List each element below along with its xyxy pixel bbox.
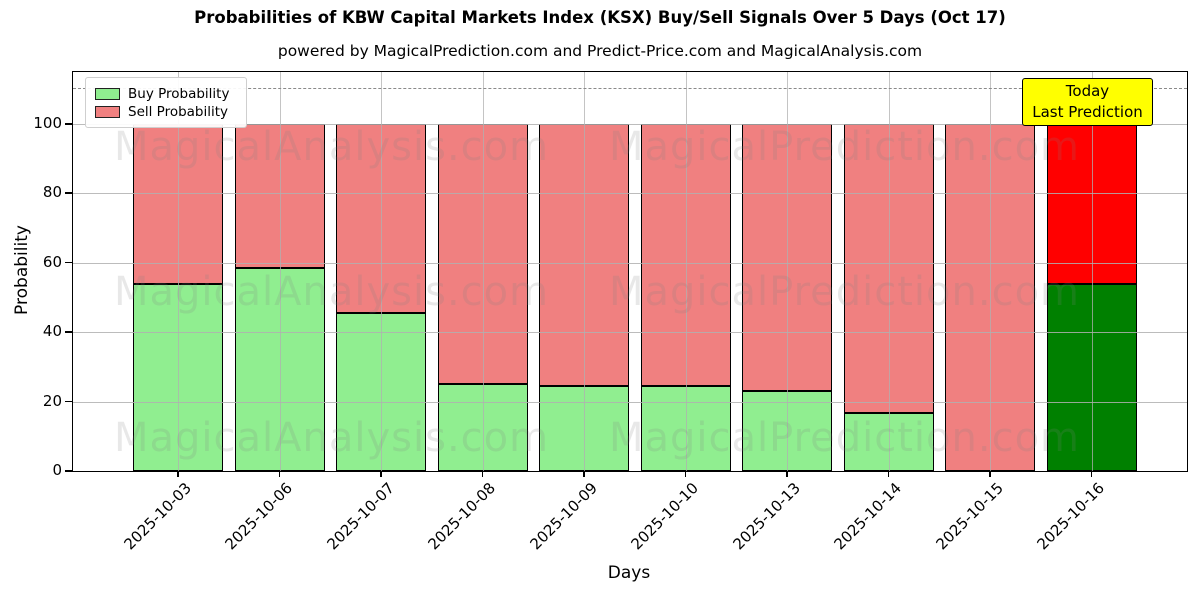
y-tick-mark <box>65 400 72 403</box>
y-tick-label: 80 <box>42 183 62 202</box>
chart-title: Probabilities of KBW Capital Markets Ind… <box>194 8 1006 27</box>
gridline-horizontal <box>73 401 1187 403</box>
watermark-analysis: MagicalAnalysis.com <box>114 269 550 315</box>
dashed-guide-line <box>73 88 1187 90</box>
x-tick-label-text: 2025-10-08 <box>424 479 500 554</box>
legend-item-sell: Sell Probability <box>95 103 237 120</box>
legend: Buy Probability Sell Probability <box>85 77 247 128</box>
x-tick-label-text: 2025-10-09 <box>526 479 601 554</box>
y-tick-mark <box>65 192 72 194</box>
sell-swatch-icon <box>95 105 120 118</box>
y-tick-label: 100 <box>33 114 62 133</box>
x-tick-mark <box>887 471 889 477</box>
x-tick-mark <box>380 471 382 477</box>
gridline-vertical <box>888 72 890 471</box>
today-annotation-line2: Last Prediction <box>1032 103 1143 121</box>
gridline-horizontal <box>73 193 1187 195</box>
gridline-vertical <box>178 72 179 471</box>
x-tick-label-text: 2025-10-10 <box>627 479 703 554</box>
x-tick-label-text: 2025-10-03 <box>120 479 195 554</box>
y-tick-label: 60 <box>42 252 62 271</box>
legend-label-sell: Sell Probability <box>128 103 229 120</box>
gridline-vertical <box>584 72 585 471</box>
x-tick-mark <box>684 471 686 477</box>
chart-subtitle: powered by MagicalPrediction.com and Pre… <box>277 42 923 60</box>
gridline-vertical <box>1091 72 1093 471</box>
today-annotation-line1: Today <box>1065 82 1110 100</box>
y-tick-label: 40 <box>42 322 62 341</box>
x-tick-mark <box>481 471 483 477</box>
watermark-prediction: MagicalPrediction.com <box>609 269 1080 315</box>
y-tick-mark <box>65 261 72 264</box>
buy-swatch-icon <box>95 87 120 100</box>
gridline-vertical <box>685 72 687 471</box>
watermark-prediction: MagicalPrediction.com <box>609 415 1080 461</box>
y-tick-label: 20 <box>42 391 62 410</box>
gridline-vertical <box>990 72 991 471</box>
gridline-horizontal <box>73 124 1187 126</box>
gridline-horizontal <box>73 332 1187 334</box>
x-tick-mark <box>1090 471 1092 477</box>
gridline-vertical <box>482 72 484 471</box>
legend-label-buy: Buy Probability <box>128 85 230 102</box>
y-tick-label: 0 <box>52 461 62 479</box>
x-tick-mark <box>583 471 585 477</box>
x-tick-label-text: 2025-10-06 <box>221 479 297 554</box>
x-tick-label-text: 2025-10-07 <box>323 479 398 554</box>
x-axis-label: Days <box>607 563 651 583</box>
x-tick-mark <box>177 471 179 477</box>
x-tick-label-text: 2025-10-15 <box>932 479 1007 554</box>
y-tick-mark <box>65 123 72 125</box>
x-tick-mark <box>278 471 280 477</box>
watermark-prediction: MagicalPrediction.com <box>609 124 1080 170</box>
today-annotation: Today Last Prediction <box>1022 78 1153 126</box>
y-tick-mark <box>65 331 72 333</box>
x-tick-label-text: 2025-10-13 <box>729 479 804 554</box>
legend-item-buy: Buy Probability <box>95 85 237 102</box>
gridline-vertical <box>381 72 382 471</box>
x-tick-mark <box>786 471 788 477</box>
x-tick-mark <box>989 471 991 477</box>
plot-area: MagicalAnalysis.com MagicalPrediction.com… <box>72 71 1188 472</box>
x-tick-label-text: 2025-10-16 <box>1033 479 1109 554</box>
gridline-vertical <box>279 72 281 471</box>
gridline-horizontal <box>73 262 1187 264</box>
x-tick-label-text: 2025-10-14 <box>830 479 906 554</box>
watermark-analysis: MagicalAnalysis.com <box>114 124 550 170</box>
watermark-analysis: MagicalAnalysis.com <box>114 415 550 461</box>
y-tick-mark <box>65 470 72 472</box>
gridline-vertical <box>787 72 788 471</box>
